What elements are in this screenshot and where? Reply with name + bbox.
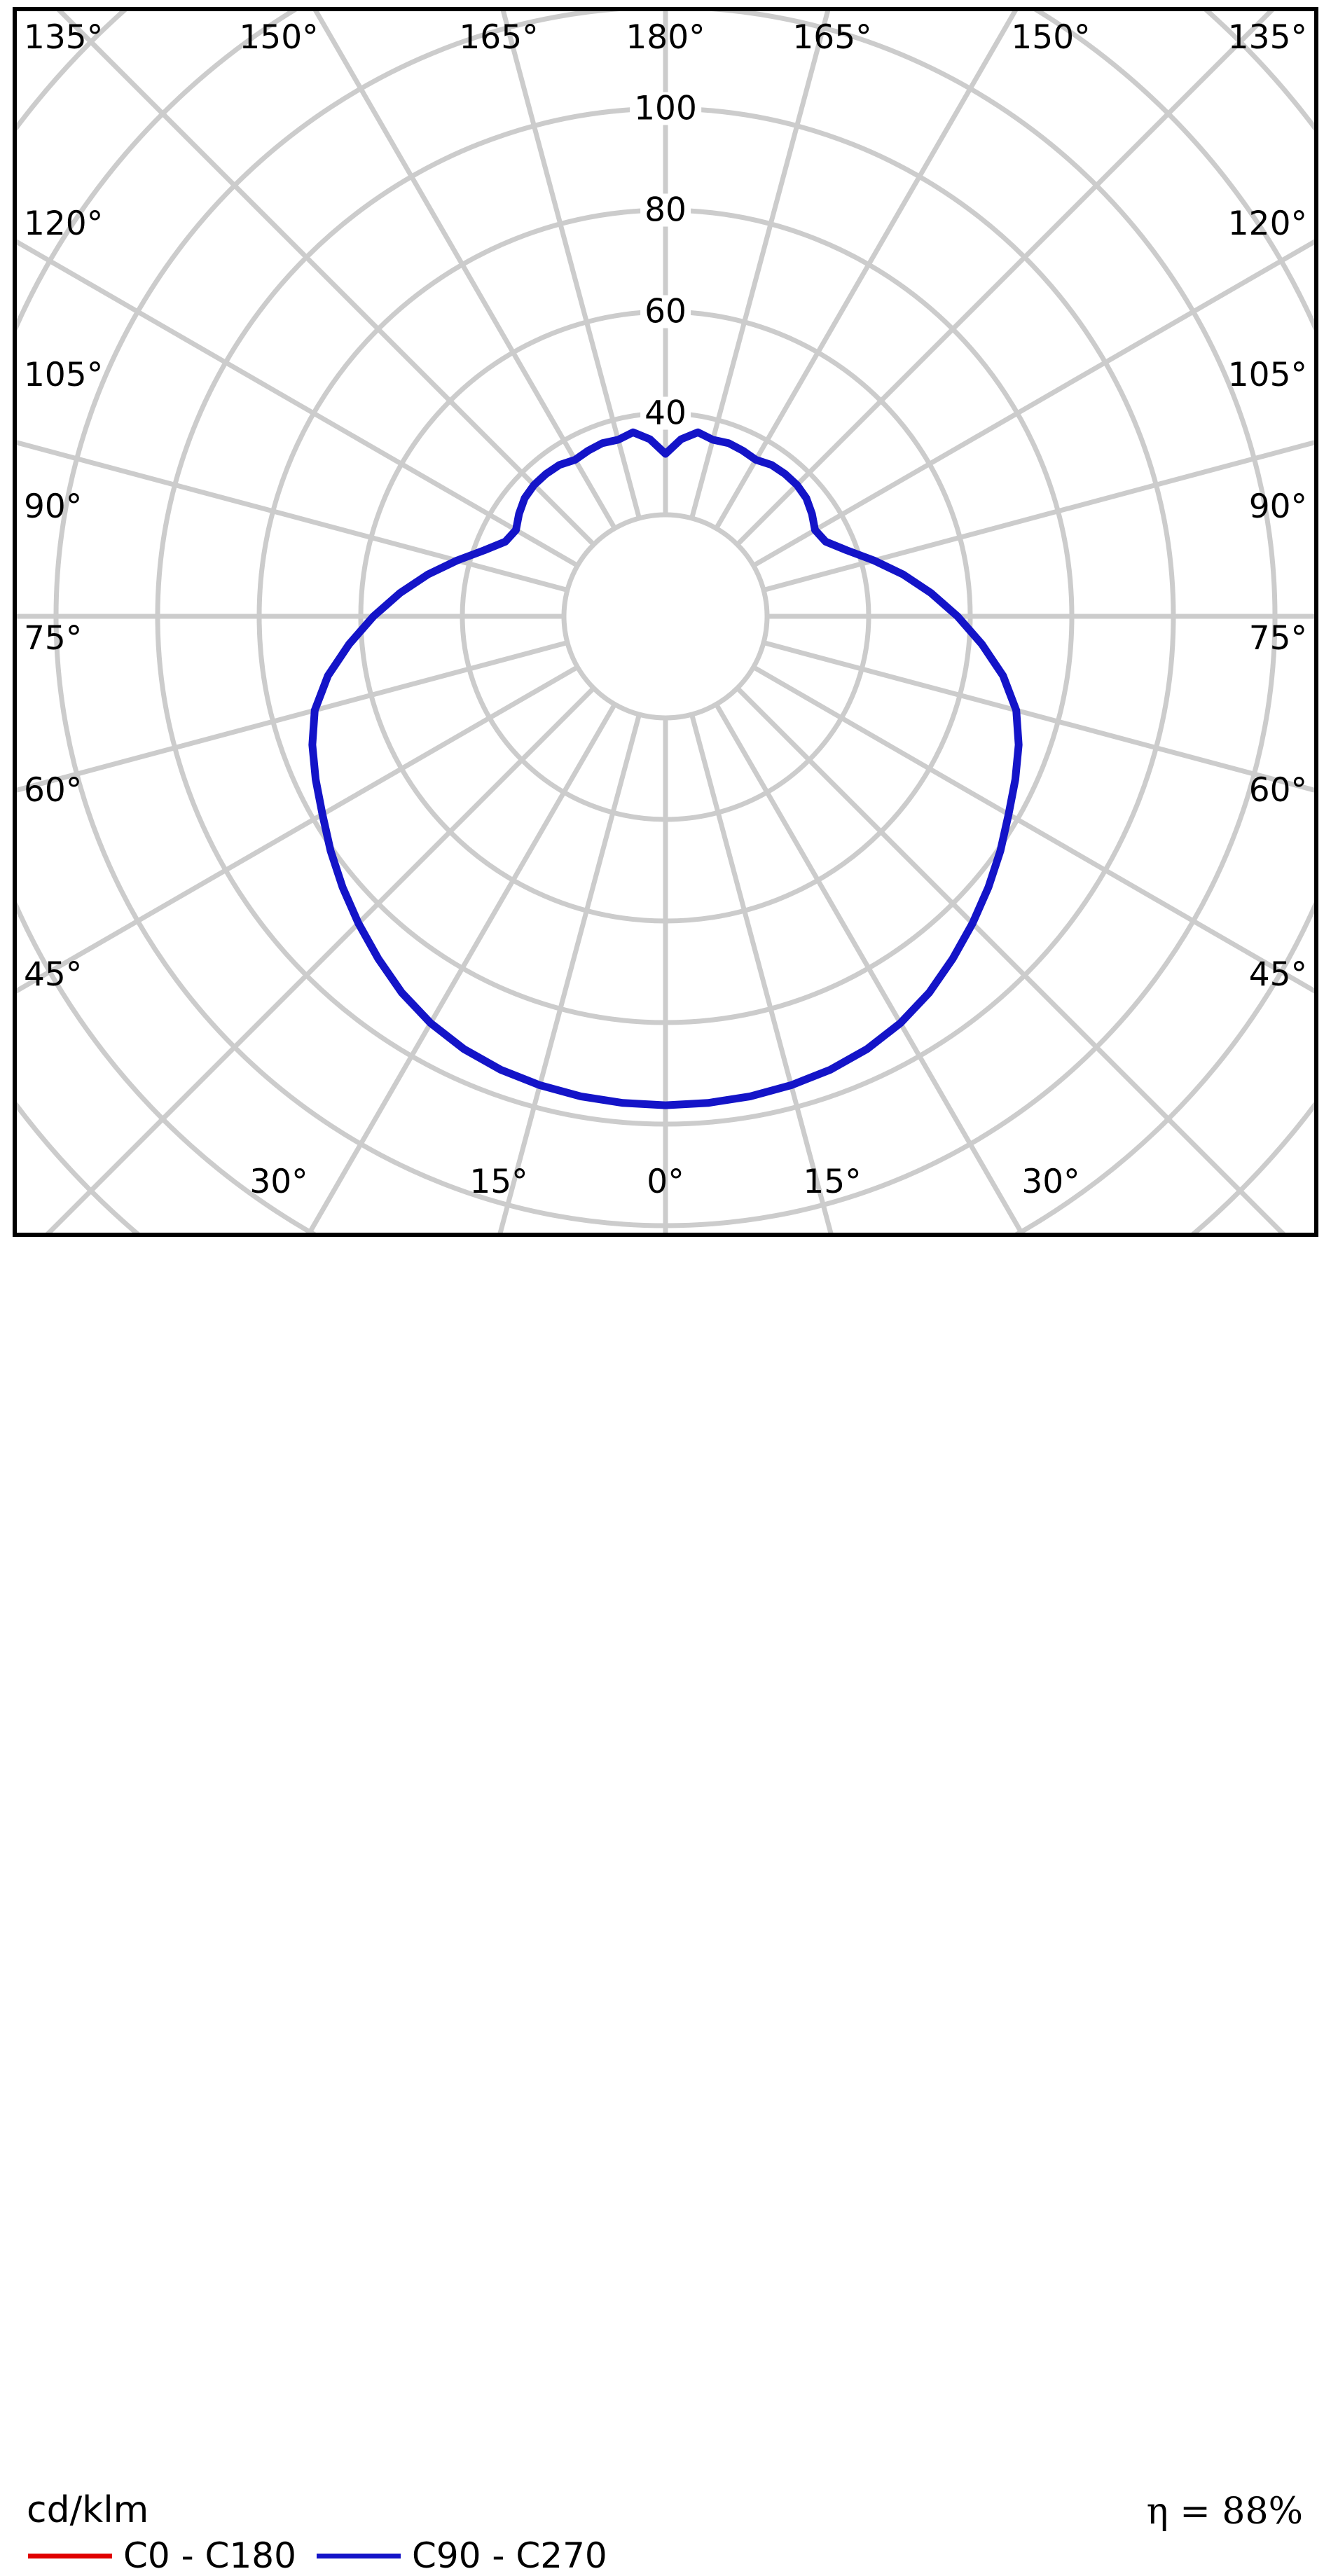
angle-label-left-3: 90° xyxy=(24,487,83,526)
legend-swatch-c90-c270 xyxy=(317,2553,401,2558)
angle-label-right-5: 60° xyxy=(1248,771,1307,810)
efficiency-label: η = 88% xyxy=(1146,2491,1303,2533)
angle-label-left-0: 135° xyxy=(24,18,104,57)
legend: cd/klm η = 88% C0 - C180 C90 - C270 xyxy=(0,1244,1331,2573)
radial-tick-60: 60 xyxy=(640,295,691,328)
units-label: cd/klm xyxy=(27,2489,149,2531)
angle-label-bottom-3: 15° xyxy=(803,1163,862,1201)
angle-label-top-2: 180° xyxy=(626,18,705,57)
radial-tick-100: 100 xyxy=(630,92,701,125)
angle-label-left-1: 120° xyxy=(24,205,104,243)
angle-label-right-6: 45° xyxy=(1248,955,1307,994)
polar-svg xyxy=(17,11,1314,1233)
radial-tick-40: 40 xyxy=(640,396,691,430)
legend-swatch-c0-c180 xyxy=(28,2553,112,2558)
legend-item-c90-c270[interactable]: C90 - C270 xyxy=(317,2538,607,2573)
angle-label-left-6: 45° xyxy=(24,955,83,994)
legend-label-c0-c180: C0 - C180 xyxy=(123,2535,296,2576)
polar-plot-area xyxy=(0,0,1331,1254)
angle-label-right-3: 90° xyxy=(1248,487,1307,526)
angle-label-right-0: 135° xyxy=(1227,18,1307,57)
grid-spokes xyxy=(17,11,1314,1233)
angle-label-top-4: 150° xyxy=(1011,18,1091,57)
legend-label-c90-c270: C90 - C270 xyxy=(412,2535,607,2576)
series-curve-c90-c270 xyxy=(308,428,1023,1109)
angle-label-left-2: 105° xyxy=(24,356,104,394)
angle-label-right-1: 120° xyxy=(1227,205,1307,243)
angle-label-bottom-4: 30° xyxy=(1021,1163,1080,1201)
angle-label-bottom-1: 15° xyxy=(469,1163,528,1201)
legend-item-c0-c180[interactable]: C0 - C180 xyxy=(28,2538,296,2573)
angle-label-right-2: 105° xyxy=(1227,356,1307,394)
angle-label-top-3: 165° xyxy=(792,18,872,57)
angle-label-top-1: 165° xyxy=(459,18,539,57)
angle-label-top-0: 150° xyxy=(239,18,319,57)
angle-label-left-5: 60° xyxy=(24,771,83,810)
angle-label-bottom-2: 0° xyxy=(647,1163,684,1201)
radial-tick-80: 80 xyxy=(640,193,691,227)
angle-label-right-4: 75° xyxy=(1248,619,1307,658)
angle-label-bottom-0: 30° xyxy=(249,1163,308,1201)
angle-label-left-4: 75° xyxy=(24,619,83,658)
